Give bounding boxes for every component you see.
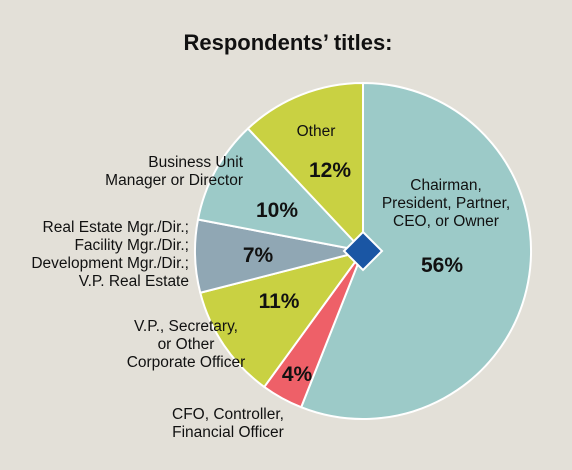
slice-label-other: Other — [297, 123, 336, 140]
slice-label-line: V.P., Secretary, — [134, 318, 238, 335]
pie-slice-chairman — [300, 82, 532, 420]
slice-label-line: Facility Mgr./Dir.; — [74, 237, 189, 254]
slice-label-line: Manager or Director — [105, 172, 243, 189]
slice-label-chairman: Chairman, President, Partner, CEO, or Owne… — [382, 177, 510, 230]
slice-label-line: Real Estate Mgr./Dir.; — [43, 219, 189, 236]
chart-title: Respondents’ titles: — [183, 30, 392, 55]
slice-label-line: CEO, or Owner — [393, 213, 499, 230]
slice-label-line: CFO, Controller, — [172, 406, 284, 423]
slice-value-other: 12% — [309, 159, 351, 182]
slice-label-line: Corporate Officer — [127, 354, 246, 371]
slice-value-business: 10% — [256, 199, 298, 222]
slice-label-business: Business Unit Manager or Director — [105, 154, 244, 189]
slice-value-cfo: 4% — [282, 363, 313, 386]
slice-label-realestate: Real Estate Mgr./Dir.; Facility Mgr./Dir.… — [31, 219, 189, 290]
slice-label-line: Chairman, — [410, 177, 482, 194]
center-diamond-marker — [342, 230, 384, 272]
pie-slice-other — [247, 82, 364, 252]
pie-slices — [194, 82, 532, 420]
slice-label-vp: V.P., Secretary, or Other Corporate Office… — [127, 318, 246, 371]
slice-value-vp: 11% — [259, 290, 300, 313]
slice-value-realestate: 7% — [243, 244, 274, 267]
slice-label-line: Other — [297, 123, 336, 140]
slice-label-line: Business Unit — [148, 154, 243, 171]
slice-label-cfo: CFO, Controller, Financial Officer — [172, 406, 284, 441]
slice-label-line: Development Mgr./Dir.; — [31, 255, 189, 272]
pie-slice-business — [196, 127, 364, 252]
slice-label-line: or Other — [158, 336, 215, 353]
slice-label-line: V.P. Real Estate — [79, 273, 189, 290]
pie-labels: Chairman, President, Partner, CEO, or Owne… — [31, 123, 510, 441]
slice-value-chairman: 56% — [421, 254, 463, 277]
slice-label-line: Financial Officer — [172, 424, 284, 441]
slice-label-line: President, Partner, — [382, 195, 510, 212]
pie-slice-vp — [199, 250, 364, 388]
